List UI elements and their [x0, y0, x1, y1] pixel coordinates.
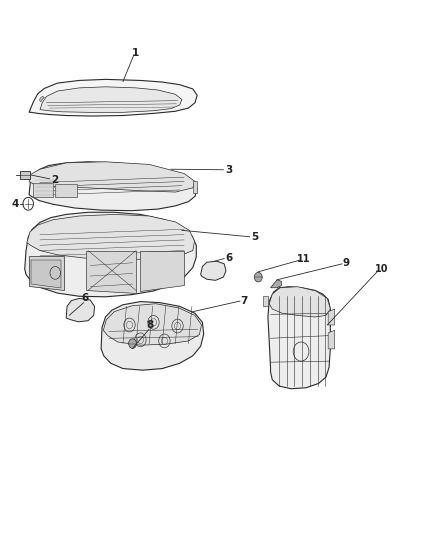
Polygon shape	[141, 251, 184, 292]
Polygon shape	[29, 162, 197, 211]
Polygon shape	[27, 214, 194, 260]
Polygon shape	[20, 171, 30, 179]
Text: 6: 6	[226, 253, 233, 263]
Polygon shape	[29, 79, 197, 116]
Polygon shape	[271, 280, 282, 288]
Polygon shape	[269, 287, 330, 317]
Polygon shape	[29, 256, 64, 290]
Polygon shape	[268, 287, 330, 389]
Polygon shape	[33, 182, 53, 197]
Polygon shape	[25, 212, 196, 297]
Text: 11: 11	[297, 254, 311, 264]
Polygon shape	[31, 260, 61, 288]
Circle shape	[129, 339, 137, 349]
Polygon shape	[55, 184, 77, 197]
Polygon shape	[101, 302, 204, 370]
Polygon shape	[40, 87, 182, 112]
Polygon shape	[29, 162, 195, 192]
Polygon shape	[86, 251, 136, 293]
Polygon shape	[201, 261, 226, 280]
Text: 1: 1	[131, 48, 139, 58]
Polygon shape	[39, 96, 44, 102]
Text: 4: 4	[11, 199, 19, 209]
Text: 2: 2	[51, 175, 58, 185]
Text: 3: 3	[225, 165, 232, 175]
Text: 5: 5	[251, 232, 258, 242]
Polygon shape	[328, 309, 335, 325]
Polygon shape	[103, 304, 201, 345]
Text: 7: 7	[240, 295, 248, 305]
Polygon shape	[328, 330, 335, 349]
Text: 9: 9	[343, 258, 350, 268]
Circle shape	[254, 272, 262, 282]
Text: 8: 8	[146, 320, 153, 330]
Polygon shape	[263, 296, 268, 306]
Polygon shape	[66, 298, 95, 322]
Text: 6: 6	[81, 293, 88, 303]
Text: 10: 10	[374, 264, 388, 274]
Polygon shape	[193, 181, 197, 193]
